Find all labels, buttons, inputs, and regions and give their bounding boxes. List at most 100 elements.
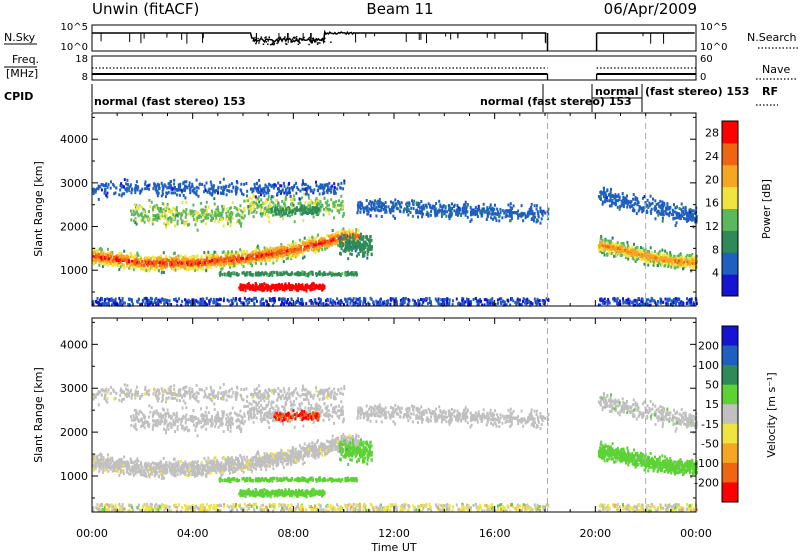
range-cell (229, 265, 232, 269)
range-cell (333, 186, 336, 190)
range-cell (232, 253, 235, 256)
range-cell (291, 209, 294, 213)
range-cell (281, 288, 284, 291)
range-cell (194, 211, 197, 215)
range-cell (269, 288, 272, 292)
cpid-segment-1: normal (fast stereo) 153 (94, 95, 246, 108)
range-cell (679, 264, 682, 268)
range-cell (206, 256, 208, 260)
range-cell (263, 201, 266, 205)
range-cell (217, 185, 220, 189)
range-cell (234, 263, 237, 267)
nsky-tick-top: 10^5 (61, 22, 88, 33)
range-cell (469, 205, 472, 209)
range-cell (522, 219, 525, 223)
range-cell (385, 205, 388, 209)
range-cell (304, 241, 306, 245)
range-cell (350, 252, 353, 256)
range-cell (450, 213, 453, 217)
range-cell (524, 213, 527, 217)
range-cell (281, 256, 284, 260)
range-cell (96, 251, 99, 255)
range-cell (602, 195, 605, 199)
range-cell (172, 191, 175, 195)
range-cell (466, 210, 469, 214)
range-cell (464, 200, 467, 204)
range-cell (151, 220, 154, 224)
nsky-point (276, 42, 278, 44)
range-cell (217, 220, 220, 224)
range-cell (148, 198, 151, 202)
range-cell (388, 209, 391, 213)
range-cell (456, 204, 459, 207)
range-cell (369, 240, 372, 244)
nsky-point (292, 36, 295, 39)
range-cell (266, 288, 269, 292)
range-cell (104, 263, 107, 266)
range-cell (263, 212, 266, 216)
range-cell (488, 206, 491, 210)
range-cell (682, 210, 684, 213)
range-cell (191, 189, 194, 193)
range-cell (266, 208, 268, 212)
range-cell (309, 204, 312, 208)
range-cell (686, 254, 689, 257)
range-cell (359, 200, 362, 204)
range-cell (155, 203, 158, 207)
range-cell (422, 204, 425, 207)
range-cell (272, 213, 274, 217)
range-cell (175, 213, 178, 217)
range-cell (190, 255, 193, 259)
range-cell (634, 198, 637, 202)
range-cell (356, 211, 359, 215)
range-cell (137, 185, 140, 189)
range-cell (180, 258, 183, 262)
range-cell (616, 205, 619, 209)
range-cell (338, 211, 341, 215)
range-cell (397, 207, 400, 211)
range-cell (240, 189, 243, 193)
range-cell (174, 224, 176, 228)
range-cell (664, 253, 667, 257)
range-cell (157, 256, 160, 260)
range-cell (652, 263, 655, 267)
range-cell (160, 266, 163, 270)
range-cell (230, 252, 233, 256)
range-cell (220, 267, 223, 271)
range-cell (603, 191, 606, 195)
range-cell (682, 206, 685, 210)
range-cell (618, 250, 621, 254)
range-cell (329, 237, 332, 241)
range-cell (617, 243, 620, 247)
range-cell (253, 182, 256, 186)
range-cell (297, 287, 300, 291)
range-cell (617, 199, 620, 203)
range-cell (439, 205, 442, 209)
rf-label: RF (762, 85, 778, 98)
range-cell (267, 182, 270, 186)
range-cell (164, 209, 167, 213)
range-cell (603, 243, 606, 246)
range-cell (255, 201, 258, 205)
range-cell (236, 186, 239, 190)
range-cell (397, 201, 400, 205)
range-cell (267, 215, 270, 219)
range-cell (280, 184, 283, 188)
range-cell (496, 207, 499, 211)
range-cell (381, 204, 383, 208)
range-cell (664, 249, 667, 253)
range-cell (148, 267, 150, 271)
range-cell (242, 249, 245, 253)
range-cell (165, 213, 168, 217)
range-cell (533, 204, 536, 208)
range-cell (249, 209, 252, 212)
range-cell (321, 186, 324, 190)
range-cell (221, 192, 224, 195)
range-cell (276, 288, 279, 292)
range-cell (154, 214, 157, 217)
range-cell (152, 260, 155, 264)
range-cell (213, 214, 216, 217)
range-cell (156, 257, 159, 261)
range-cell (208, 259, 211, 263)
range-cell (449, 209, 451, 213)
